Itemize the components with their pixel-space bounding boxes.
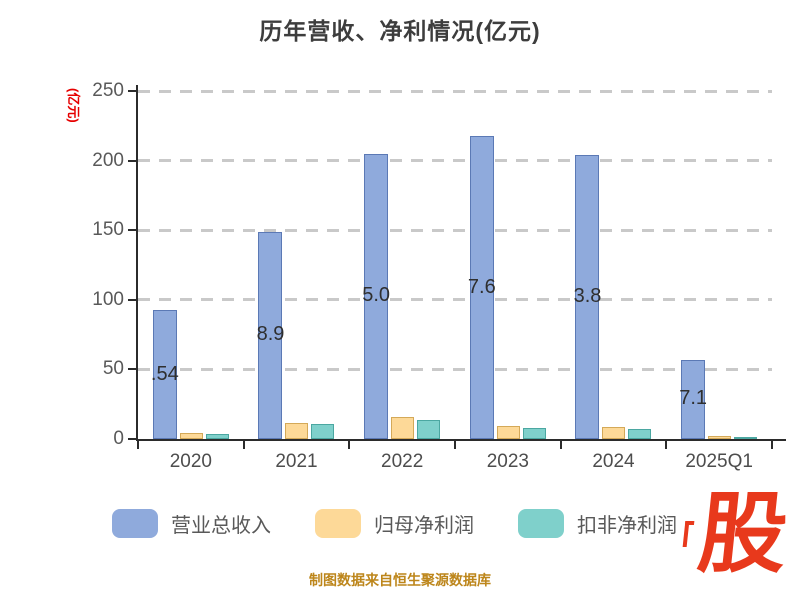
y-tick-label-250: 250 [92, 80, 124, 101]
bar-2024-扣非净利润 [628, 429, 652, 439]
x-tick-6 [771, 441, 773, 449]
bar-2023-营业总收入 [469, 136, 494, 439]
y-tick-250 [128, 90, 136, 92]
plot-area: 0 50 100 150 200 250 2020 .54 2021 8.9 2022 5.0 2023… [92, 80, 786, 472]
x-axis-line [136, 439, 786, 441]
bar-group-2024: 3.8 [561, 91, 667, 439]
bar-group-2025Q1: 7.1 [666, 91, 772, 439]
bar-value-label-2023: 7.6 [467, 275, 496, 298]
legend-item-net-profit: 归母净利润 [315, 509, 474, 538]
x-tick-label-2021: 2021 [275, 451, 318, 472]
legend-swatch-revenue [112, 509, 158, 538]
bar-value-label-2024: 3.8 [573, 285, 602, 308]
x-tick-5 [665, 441, 668, 449]
bar-2021-归母净利润 [285, 423, 309, 439]
legend-label-revenue: 营业总收入 [171, 515, 271, 537]
gridline-250 [138, 89, 772, 93]
x-tick-label-2025Q1: 2025Q1 [685, 451, 753, 472]
watermark-logo: 股 [693, 484, 793, 583]
x-tick-4 [559, 441, 562, 449]
y-tick-label-100: 100 [92, 288, 124, 310]
bar-value-label-2021: 8.9 [256, 323, 285, 346]
legend-swatch-non-recurring-profit [518, 509, 564, 538]
bar-2021-扣非净利润 [311, 424, 335, 439]
y-tick-150 [128, 229, 136, 232]
legend-label-net-profit: 归母净利润 [374, 515, 474, 537]
legend-item-non-recurring-profit: 扣非净利润 [518, 509, 677, 538]
bar-2022-营业总收入 [364, 153, 389, 439]
x-tick-label-2023: 2023 [486, 451, 529, 472]
data-source-note: 制图数据来自恒生聚源数据库 [309, 572, 491, 588]
bar-2025Q1-营业总收入 [681, 359, 706, 439]
x-tick-2 [348, 441, 351, 449]
bar-2022-扣非净利润 [417, 419, 441, 439]
y-tick-label-50: 50 [102, 358, 124, 380]
gridline-150 [138, 228, 772, 232]
bar-2021-营业总收入 [258, 231, 283, 439]
y-tick-100 [128, 298, 136, 301]
x-tick-label-2022: 2022 [381, 451, 424, 472]
bar-value-label-2022: 5.0 [362, 284, 391, 307]
chart-title: 历年营收、净利情况(亿元) [259, 18, 541, 44]
legend-label-non-recurring-profit: 扣非净利润 [577, 515, 677, 537]
bar-2023-扣非净利润 [522, 427, 546, 439]
legend-swatch-net-profit [315, 509, 361, 538]
watermark-fragment [682, 521, 690, 547]
bar-group-2021: 8.9 [244, 91, 350, 439]
bar-value-label-2025Q1: 7.1 [679, 387, 708, 410]
bar-group-2023: 7.6 [455, 91, 561, 439]
bar-2023-归母净利润 [496, 425, 520, 439]
bar-2020-扣非净利润 [205, 434, 229, 439]
x-tick-label-2020: 2020 [169, 451, 212, 472]
y-tick-200 [128, 159, 136, 162]
x-tick-label-2024: 2024 [592, 451, 635, 472]
bar-2024-归母净利润 [602, 427, 626, 439]
x-tick-0 [137, 441, 139, 449]
bar-2025Q1-扣非净利润 [734, 436, 758, 439]
bar-2025Q1-归母净利润 [708, 435, 732, 439]
y-tick-label-200: 200 [92, 149, 124, 171]
bar-group-2020: .54 [138, 91, 244, 439]
y-tick-label-150: 150 [92, 219, 124, 241]
chart-legend: 营业总收入 归母净利润 扣非净利润 [112, 509, 677, 538]
x-tick-3 [454, 441, 456, 449]
bar-2020-营业总收入 [152, 310, 177, 439]
bar-group-2022: 5.0 [349, 91, 455, 439]
y-tick-label-0: 0 [113, 428, 124, 449]
bar-2020-归母净利润 [179, 432, 203, 439]
x-tick-1 [242, 441, 245, 449]
legend-item-revenue: 营业总收入 [112, 509, 271, 538]
y-tick-0 [128, 438, 136, 440]
y-tick-50 [128, 368, 136, 371]
y-axis-line [136, 85, 138, 441]
bar-2024-营业总收入 [575, 155, 600, 439]
bar-2022-归母净利润 [391, 417, 415, 439]
gridline-100 [138, 298, 772, 302]
gridline-200 [138, 159, 772, 163]
bar-value-label-2020: .54 [150, 362, 179, 385]
gridline-50 [138, 367, 772, 371]
